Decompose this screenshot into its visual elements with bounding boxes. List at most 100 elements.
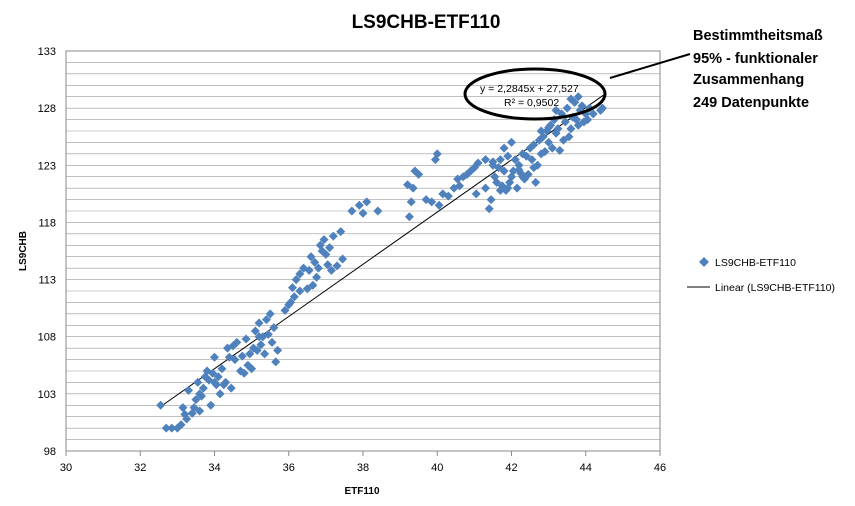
data-point — [495, 155, 505, 165]
data-point — [597, 103, 607, 113]
legend: LS9CHB-ETF110 Linear (LS9CHB-ETF110) — [687, 257, 835, 294]
annotation-pointer-line — [609, 53, 691, 79]
trendline-equation: y = 2,2845x + 27,527 — [480, 83, 579, 95]
data-point — [555, 145, 565, 155]
data-point — [406, 197, 416, 207]
data-point — [338, 254, 348, 264]
data-point — [306, 252, 316, 262]
data-point — [308, 280, 318, 290]
data-point — [404, 212, 414, 222]
equation-ellipse — [463, 67, 607, 121]
data-point — [434, 200, 444, 210]
data-point — [529, 140, 539, 150]
data-point — [217, 364, 227, 374]
data-point — [473, 158, 483, 168]
data-point — [226, 383, 236, 393]
data-point — [347, 206, 357, 216]
data-point — [232, 337, 242, 347]
data-point — [241, 334, 251, 344]
data-point — [167, 423, 177, 433]
data-point — [312, 272, 322, 282]
x-tick-label: 34 — [208, 462, 220, 474]
x-tick-label: 38 — [357, 462, 369, 474]
chart-title: LS9CHB-ETF110 — [352, 12, 501, 33]
data-point — [336, 227, 346, 237]
data-point — [325, 243, 335, 253]
legend-series-label: LS9CHB-ETF110 — [715, 257, 796, 269]
data-point — [462, 169, 472, 179]
data-point — [577, 101, 587, 111]
data-point — [471, 189, 481, 199]
data-point — [562, 103, 572, 113]
x-axis-title: ETF110 — [344, 486, 379, 497]
data-point — [291, 275, 301, 285]
data-point — [221, 377, 231, 387]
data-point — [206, 400, 216, 410]
data-point — [499, 143, 509, 153]
data-point — [210, 377, 219, 387]
trendline-r2: R² = 0,9502 — [504, 97, 559, 109]
data-point — [215, 389, 225, 399]
data-point — [488, 157, 498, 167]
data-point — [269, 323, 279, 333]
data-point — [304, 265, 314, 275]
data-point — [531, 177, 541, 187]
data-point — [588, 109, 598, 119]
data-point — [267, 337, 277, 347]
gridlines — [66, 62, 660, 440]
data-point — [295, 269, 305, 279]
data-point — [313, 263, 323, 273]
data-point — [527, 155, 537, 165]
data-point — [195, 406, 205, 416]
data-point — [247, 364, 257, 374]
data-point — [256, 340, 266, 350]
data-point — [540, 147, 550, 157]
data-point — [503, 183, 513, 193]
data-point — [271, 357, 281, 367]
data-point — [248, 343, 258, 353]
data-point — [536, 126, 546, 136]
data-point — [560, 117, 570, 127]
data-point — [432, 149, 442, 159]
data-point — [156, 400, 166, 410]
annotation-line-4: 249 Datenpunkte — [693, 95, 809, 111]
data-point — [273, 345, 283, 355]
data-point — [532, 160, 542, 170]
data-point — [254, 318, 264, 328]
data-point — [237, 351, 247, 361]
data-point — [553, 124, 563, 134]
data-point — [443, 191, 453, 201]
x-tick-label: 44 — [580, 462, 592, 474]
data-point — [161, 423, 171, 433]
x-axis-ticks: 30 32 34 36 38 40 42 44 46 — [60, 451, 666, 474]
data-point — [210, 352, 219, 362]
scatter-points — [156, 92, 607, 433]
data-point — [252, 345, 262, 355]
data-point — [310, 257, 320, 267]
data-point — [512, 183, 522, 193]
data-point — [518, 172, 528, 182]
data-point — [332, 261, 342, 271]
data-point — [503, 151, 513, 161]
x-tick-label: 32 — [134, 462, 146, 474]
data-point — [254, 332, 264, 342]
data-point — [286, 297, 296, 307]
data-point — [198, 383, 208, 393]
y-axis-ticks: 98 103 108 113 118 123 128 133 — [38, 46, 56, 458]
legend-trendline-label: Linear (LS9CHB-ETF110) — [715, 282, 835, 294]
data-point — [544, 123, 554, 133]
data-point — [182, 414, 192, 424]
data-point — [260, 349, 270, 359]
data-point — [193, 377, 203, 387]
data-point — [178, 403, 188, 413]
x-tick-label: 46 — [654, 462, 666, 474]
data-point — [514, 165, 524, 175]
data-point — [484, 204, 494, 214]
data-point — [239, 368, 249, 378]
data-point — [373, 206, 383, 216]
data-point — [328, 231, 338, 241]
data-point — [326, 265, 336, 275]
x-tick-label: 30 — [60, 462, 72, 474]
